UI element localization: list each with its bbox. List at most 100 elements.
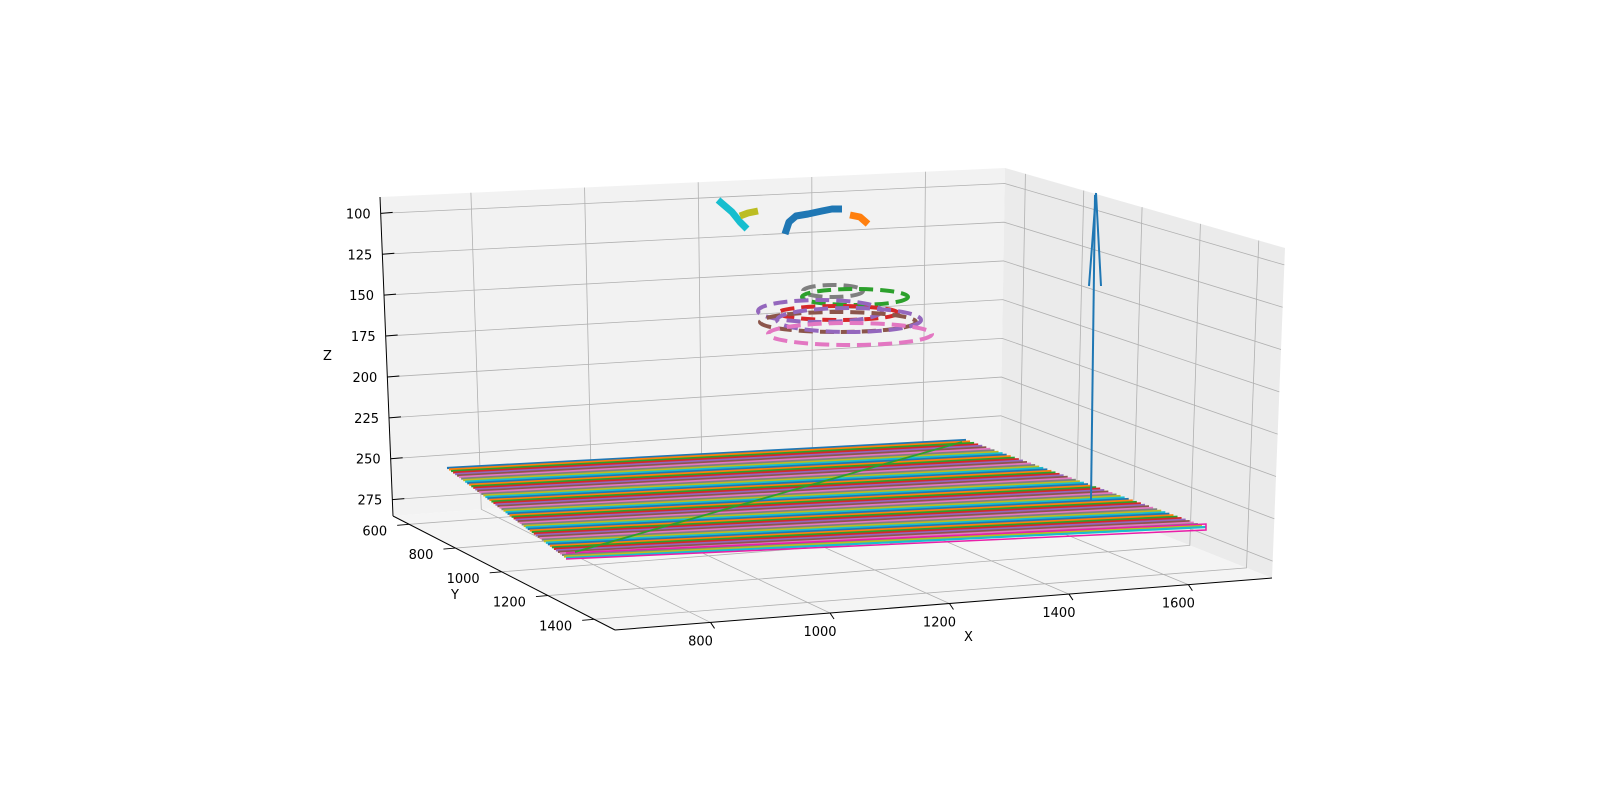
z-tick-mark	[388, 416, 402, 419]
x-axis-line	[614, 577, 1273, 631]
floor-series-line	[549, 514, 1174, 547]
z-grid-line	[382, 221, 1283, 308]
floor-series-line	[547, 512, 1170, 546]
floor-series-line	[527, 497, 1129, 531]
z-tick-label: 250	[356, 453, 381, 468]
floor-series-line	[563, 524, 1202, 558]
y-axis-line	[392, 515, 616, 631]
floor-series-line	[537, 505, 1150, 538]
z-tick-label: 175	[351, 330, 376, 345]
floor-series-line	[551, 515, 1178, 549]
floor-bundle-edge	[565, 523, 1207, 560]
x-tick-mark	[710, 622, 715, 629]
z-grid-line	[383, 260, 1282, 350]
z-tick-mark	[383, 293, 397, 296]
floor-series-line	[541, 508, 1158, 541]
x-grid-line	[470, 192, 711, 623]
floor-series-line	[501, 478, 1076, 511]
ring-contour	[775, 306, 923, 334]
x-tick-label: 800	[688, 634, 713, 649]
floor-series-line	[533, 502, 1141, 535]
floor-series-line	[531, 500, 1137, 534]
x-tick-label: 1200	[923, 616, 956, 631]
floor-series-line	[507, 483, 1089, 515]
floor-lines	[446, 438, 1207, 560]
floor-series-line	[469, 455, 1011, 486]
z-tick-label: 200	[353, 371, 378, 386]
z-tick-mark	[390, 457, 403, 460]
floor-series-line	[519, 491, 1113, 525]
x-tick-label: 1400	[1042, 606, 1075, 621]
x-tick-label: 1600	[1162, 597, 1195, 612]
y-tick-label: 800	[409, 548, 434, 563]
z-grid-line	[380, 183, 1285, 266]
floor-series-line	[491, 471, 1056, 503]
x-tick-label: 1000	[803, 625, 836, 640]
y-tick-label: 1400	[539, 619, 572, 634]
top-stroke	[849, 211, 871, 227]
floor-series-line	[497, 475, 1068, 508]
floor-series-line	[489, 469, 1052, 502]
z-tick-label: 125	[348, 248, 373, 263]
floor-series-line	[483, 465, 1040, 497]
x-tick-mark	[1187, 584, 1193, 591]
floor-series-line	[505, 481, 1085, 514]
y-tick-label: 1200	[493, 596, 526, 611]
floor-series-line	[509, 484, 1093, 517]
floor-series-line	[555, 518, 1186, 552]
z-axis-label: Z	[323, 349, 332, 364]
y-grid-line	[594, 240, 1260, 620]
floor-series-line	[481, 463, 1036, 496]
floor-series-line	[457, 446, 987, 477]
floor-series-line	[471, 456, 1015, 488]
z-axis-line	[379, 196, 394, 517]
back-left-pane	[380, 168, 1005, 516]
ring-contour	[758, 310, 918, 334]
floor-series-line	[461, 449, 995, 480]
y-axis-label: Y	[450, 588, 459, 603]
ring-contour	[766, 321, 934, 347]
floor-series-line	[511, 486, 1097, 518]
floor-series-line	[503, 480, 1080, 512]
floor-series-line	[475, 459, 1024, 491]
z-grid-line	[388, 376, 1277, 477]
y-tick-mark	[397, 523, 410, 526]
floor-series-line	[525, 496, 1125, 529]
z-tick-mark	[380, 211, 393, 214]
floor-series-line	[459, 447, 991, 479]
floor-series-line	[485, 466, 1044, 499]
floor-series-line	[553, 517, 1182, 550]
z-tick-label: 225	[354, 412, 379, 427]
floor-series-line	[523, 494, 1121, 528]
floor-series-line	[517, 490, 1109, 523]
y-tick-mark	[582, 618, 595, 621]
floor-series-line	[495, 474, 1064, 506]
floor-series-line	[450, 441, 975, 473]
floor-series-line	[493, 472, 1060, 505]
z-grid-line	[385, 299, 1280, 393]
floor-series-line	[565, 525, 1207, 560]
vertical-arrow-shaft	[1090, 194, 1096, 501]
x-tick-mark	[949, 603, 954, 610]
floor-series-line	[529, 499, 1133, 532]
back-right-pane	[1000, 168, 1285, 578]
diagonal-line	[574, 441, 963, 553]
x-axis-label: X	[964, 630, 973, 645]
plot-features	[574, 192, 1102, 553]
y-tick-mark	[489, 571, 502, 574]
floor-series-line	[465, 452, 1003, 483]
y-grid-line	[547, 223, 1201, 596]
floor-series-line	[521, 493, 1117, 526]
y-tick-label: 600	[362, 524, 387, 539]
floor-series-line	[543, 509, 1162, 543]
floor-series-line	[448, 440, 971, 471]
floor-series-line	[535, 503, 1146, 537]
z-tick-mark	[392, 498, 405, 501]
vertical-arrow-head	[1088, 192, 1102, 287]
z-tick-mark	[382, 252, 395, 255]
floor-series-line	[467, 453, 1007, 485]
top-stroke	[781, 205, 842, 236]
z-tick-label: 275	[358, 494, 383, 509]
floor-series-line	[557, 520, 1190, 553]
